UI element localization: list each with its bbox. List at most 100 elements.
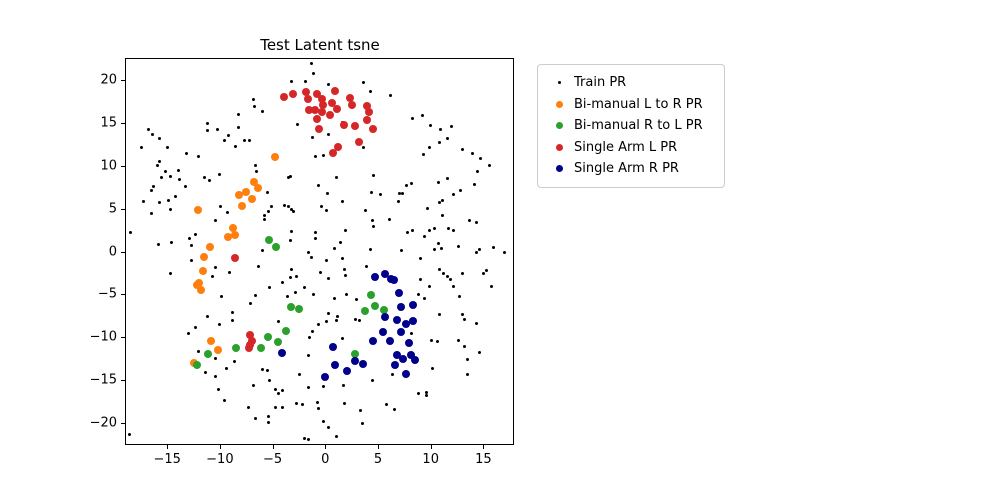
- scatter-point-single-arm-r-pr: [410, 356, 419, 365]
- scatter-point-train-pr: [289, 174, 292, 178]
- scatter-point-train-pr: [436, 180, 440, 184]
- scatter-point-train-pr: [224, 367, 228, 371]
- scatter-point-train-pr: [270, 205, 274, 209]
- scatter-point-bi-manual-r-to-l-pr: [271, 243, 280, 252]
- scatter-point-single-arm-r-pr: [343, 367, 352, 376]
- scatter-point-single-arm-l-pr: [304, 95, 313, 104]
- scatter-point-single-arm-l-pr: [363, 115, 372, 124]
- x-tick-mark: [219, 445, 221, 449]
- legend-marker-cell: [544, 81, 574, 85]
- scatter-point-bi-manual-l-to-r-pr: [199, 267, 207, 276]
- scatter-point-single-arm-r-pr: [399, 355, 408, 364]
- scatter-point-train-pr: [341, 384, 345, 388]
- scatter-point-train-pr: [150, 132, 154, 136]
- scatter-point-train-pr: [210, 274, 214, 278]
- legend-item-bi-manual-r-to-l-pr: Bi-manual R to L PR: [544, 115, 716, 137]
- scatter-point-single-arm-r-pr: [368, 336, 377, 345]
- scatter-point-train-pr: [447, 226, 451, 230]
- scatter-point-train-pr: [438, 127, 442, 131]
- scatter-point-train-pr: [140, 146, 144, 150]
- scatter-point-single-arm-l-pr: [318, 95, 327, 104]
- x-tick-mark: [378, 445, 379, 449]
- scatter-point-train-pr: [237, 113, 241, 116]
- scatter-point-train-pr: [266, 415, 270, 419]
- scatter-point-train-pr: [248, 302, 252, 306]
- scatter-point-train-pr: [421, 153, 425, 157]
- scatter-point-train-pr: [260, 249, 264, 253]
- scatter-point-train-pr: [311, 136, 315, 140]
- scatter-point-train-pr: [246, 405, 250, 409]
- scatter-point-train-pr: [458, 189, 462, 193]
- scatter-point-train-pr: [411, 117, 415, 121]
- scatter-point-bi-manual-l-to-r-pr: [200, 252, 209, 261]
- y-tick-mark: [121, 123, 125, 125]
- scatter-point-train-pr: [296, 123, 300, 127]
- y-tick-label: −10: [89, 329, 117, 345]
- scatter-point-train-pr: [158, 201, 162, 205]
- scatter-point-train-pr: [290, 208, 294, 212]
- scatter-point-train-pr: [151, 184, 155, 188]
- scatter-point-single-arm-r-pr: [379, 327, 388, 336]
- scatter-point-train-pr: [166, 199, 170, 203]
- legend-marker-icon: [555, 143, 563, 151]
- scatter-point-bi-manual-r-to-l-pr: [264, 333, 273, 342]
- legend-marker-cell: [544, 100, 574, 108]
- y-tick-mark: [121, 251, 125, 253]
- x-tick-mark: [483, 445, 485, 449]
- scatter-point-train-pr: [370, 190, 374, 194]
- scatter-point-train-pr: [360, 422, 364, 426]
- scatter-point-train-pr: [389, 94, 393, 98]
- scatter-point-train-pr: [324, 208, 328, 212]
- scatter-point-bi-manual-l-to-r-pr: [224, 232, 233, 241]
- scatter-point-train-pr: [252, 384, 256, 388]
- x-tick-label: 10: [422, 452, 439, 467]
- scatter-point-train-pr: [128, 231, 132, 235]
- scatter-point-train-pr: [295, 401, 299, 405]
- scatter-point-single-arm-l-pr: [319, 101, 328, 110]
- scatter-point-single-arm-r-pr: [406, 351, 415, 360]
- scatter-point-bi-manual-l-to-r-pr: [238, 202, 247, 211]
- scatter-point-train-pr: [202, 176, 206, 180]
- y-tick-mark: [121, 208, 125, 210]
- scatter-point-single-arm-r-pr: [278, 348, 287, 357]
- plot-area: [125, 58, 514, 445]
- scatter-point-train-pr: [449, 278, 453, 282]
- x-tick-label: 15: [475, 452, 492, 467]
- y-tick-label: −5: [97, 286, 117, 302]
- scatter-point-train-pr: [358, 409, 362, 413]
- scatter-point-train-pr: [361, 81, 365, 85]
- scatter-point-train-pr: [425, 393, 428, 397]
- scatter-point-bi-manual-l-to-r-pr: [196, 286, 205, 295]
- scatter-point-bi-manual-l-to-r-pr: [207, 336, 216, 345]
- scatter-point-train-pr: [290, 79, 294, 83]
- scatter-point-train-pr: [300, 403, 304, 407]
- scatter-point-train-pr: [234, 144, 238, 148]
- scatter-point-bi-manual-l-to-r-pr: [206, 243, 215, 252]
- scatter-point-train-pr: [437, 267, 441, 271]
- scatter-point-train-pr: [252, 97, 256, 101]
- scatter-point-train-pr: [452, 285, 456, 289]
- scatter-point-train-pr: [425, 391, 428, 395]
- scatter-point-single-arm-r-pr: [350, 357, 359, 366]
- scatter-point-train-pr: [410, 332, 414, 336]
- scatter-point-train-pr: [218, 322, 222, 326]
- scatter-point-train-pr: [468, 219, 472, 223]
- scatter-point-single-arm-r-pr: [370, 273, 379, 282]
- scatter-point-train-pr: [399, 249, 403, 253]
- scatter-point-train-pr: [437, 201, 441, 205]
- scatter-point-train-pr: [290, 230, 294, 234]
- legend-item-train-pr: Train PR: [544, 72, 716, 94]
- scatter-point-train-pr: [391, 373, 395, 377]
- scatter-point-train-pr: [306, 386, 310, 390]
- scatter-point-train-pr: [503, 250, 506, 254]
- scatter-point-train-pr: [274, 405, 278, 409]
- scatter-point-train-pr: [183, 184, 187, 188]
- scatter-point-train-pr: [446, 177, 450, 181]
- scatter-point-train-pr: [233, 360, 237, 364]
- scatter-point-train-pr: [277, 392, 281, 396]
- scatter-point-train-pr: [266, 421, 270, 425]
- scatter-point-train-pr: [194, 232, 198, 236]
- scatter-point-single-arm-l-pr: [325, 110, 334, 119]
- scatter-point-bi-manual-r-to-l-pr: [204, 350, 213, 359]
